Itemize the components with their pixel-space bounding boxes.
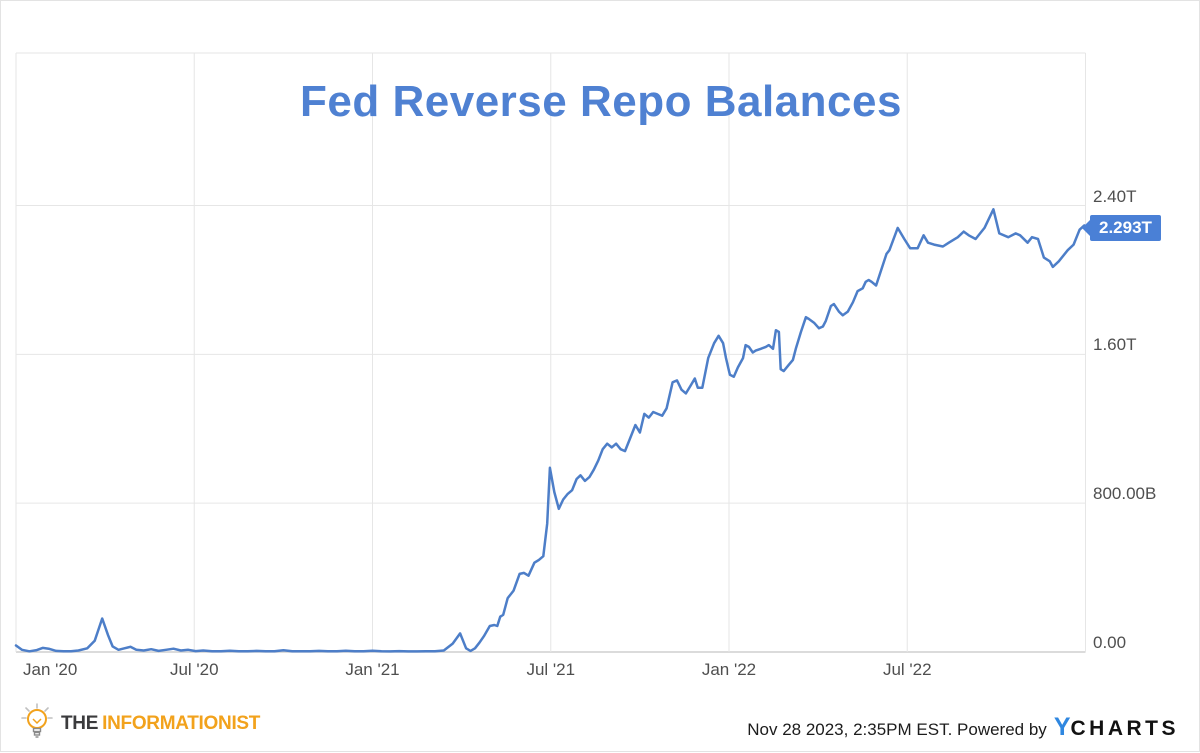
brand-the: THE [61, 713, 99, 734]
current-value-badge: 2.293T [1082, 215, 1161, 241]
lightbulb-icon [19, 702, 55, 747]
informationist-logo: THE INFORMATIONIST [19, 702, 260, 747]
x-tick-label: Jan '22 [701, 660, 757, 679]
brand-text: THE INFORMATIONIST [61, 713, 260, 735]
chart-title: Fed Reverse Repo Balances [300, 77, 902, 126]
ycharts-wordmark: CHARTS [1070, 717, 1179, 740]
y-tick-label: 0.00 [1093, 633, 1127, 652]
powered-by-text: Powered by [957, 720, 1047, 739]
x-tick-label: Jan '21 [345, 660, 400, 679]
x-tick-label: Jan '20 [23, 660, 78, 679]
attribution-timestamp: Nov 28 2023, 2:35PM EST. Powered by [747, 720, 1047, 740]
x-tick-label: Jul '22 [882, 660, 932, 679]
y-tick-label: 2.40T [1093, 186, 1137, 206]
timestamp-text: Nov 28 2023, 2:35PM EST. [747, 720, 953, 739]
brand-name: INFORMATIONIST [102, 713, 261, 734]
y-tick-label: 800.00B [1093, 484, 1157, 504]
x-tick-label: Jul '20 [169, 660, 219, 679]
ycharts-attribution: Nov 28 2023, 2:35PM EST. Powered by Y CHA… [747, 713, 1179, 742]
y-tick-label: 1.60T [1093, 335, 1137, 355]
ycharts-y-logo: Y [1053, 713, 1071, 741]
current-value-label: 2.293T [1099, 218, 1152, 237]
x-tick-label: Jul '21 [526, 660, 576, 679]
data-line [14, 208, 1086, 653]
